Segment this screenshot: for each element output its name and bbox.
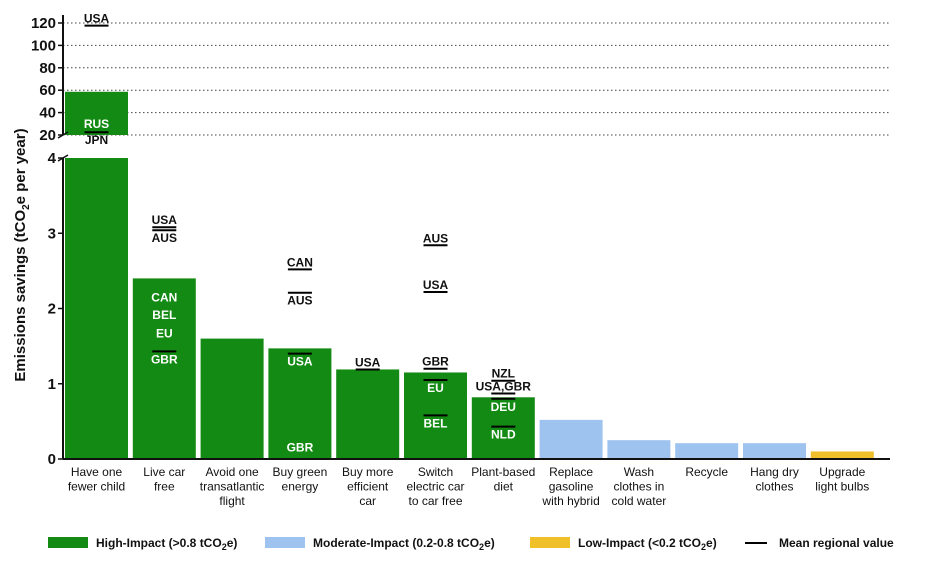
regional-mean-label: CAN — [151, 291, 177, 305]
bar — [675, 443, 739, 459]
legend-item-low: Low-Impact (<0.2 tCO2e) — [530, 536, 717, 552]
legend-swatch — [530, 537, 570, 548]
regional-mean-label: USA — [84, 12, 110, 26]
regional-mean-label: AUS — [287, 294, 312, 308]
regional-mean-label: DEU — [491, 400, 516, 414]
y-tick-label: 2 — [48, 301, 56, 318]
legend-label: High-Impact (>0.8 tCO2e) — [96, 536, 237, 552]
bar — [810, 451, 874, 459]
bar — [471, 397, 535, 459]
legend-label: Moderate-Impact (0.2-0.8 tCO2e) — [313, 536, 495, 552]
regional-mean-label: USA — [355, 355, 381, 369]
category-label: Buy green energy — [273, 465, 328, 494]
bar — [539, 419, 603, 459]
regional-mean-label: AUS — [152, 231, 177, 245]
category-label: Live car free — [143, 465, 185, 494]
category-label: Plant-based diet — [471, 465, 535, 494]
bar — [65, 158, 128, 459]
regional-mean-label: GBR — [422, 355, 449, 369]
bar — [65, 91, 128, 135]
category-label: Upgrade light bulbs — [815, 465, 869, 494]
y-tick-label: 20 — [39, 127, 56, 144]
y-tick-label: 60 — [39, 82, 56, 99]
y-tick-label: 4 — [48, 150, 57, 167]
category-label-layer: Have one fewer child Live car free Avoid one… — [68, 465, 870, 508]
legend-item-high: High-Impact (>0.8 tCO2e) — [48, 536, 237, 552]
regional-mean-label: BEL — [424, 416, 448, 430]
category-label: Buy more efficient car — [342, 465, 394, 508]
bar — [336, 369, 400, 459]
regional-mean-label: RUS — [84, 117, 109, 131]
legend-swatch — [48, 537, 88, 548]
category-label: Wash clothes in cold water — [612, 465, 667, 508]
regional-mean-label: AUS — [423, 231, 448, 245]
axis-layer: 20 40 60 80 100 120 0 1 2 3 4 — [31, 15, 890, 468]
axis-break-mark — [57, 154, 69, 162]
regional-mean-label: BEL — [152, 308, 176, 322]
regional-mean-label: EU — [156, 327, 173, 341]
legend-label: Low-Impact (<0.2 tCO2e) — [578, 536, 717, 552]
regional-mean-label: GBR — [287, 440, 314, 454]
grid-layer — [63, 22, 890, 136]
y-tick-label: 1 — [48, 376, 56, 393]
y-tick-label: 120 — [31, 15, 56, 32]
category-label: Replace gasoline with hybrid — [541, 465, 599, 508]
bar — [132, 278, 196, 459]
regional-mean-label: USA — [152, 213, 178, 227]
regional-mean-label: NLD — [491, 428, 516, 442]
bar — [200, 338, 264, 459]
bar — [268, 348, 332, 459]
bar-layer — [65, 91, 874, 459]
legend-swatch — [265, 537, 305, 548]
category-label: Switch electric car to car free — [406, 465, 464, 508]
regional-mean-label: NZL — [492, 367, 515, 381]
y-tick-label: 3 — [48, 225, 56, 242]
regional-mean-label: USA — [423, 278, 449, 292]
regional-mean-label: GBR — [151, 352, 178, 366]
bar — [743, 443, 806, 459]
y-tick-label: 0 — [48, 451, 56, 468]
regional-mean-label: USA,GBR — [476, 380, 532, 394]
y-tick-label: 40 — [39, 105, 56, 122]
y-tick-label: 100 — [31, 37, 56, 54]
y-axis-title: Emissions savings (tCO2e per year) — [12, 128, 32, 381]
bar — [607, 440, 671, 459]
legend-label: Mean regional value — [779, 536, 894, 550]
category-label: Have one fewer child — [68, 465, 125, 494]
axis-break-mark — [57, 131, 69, 139]
regional-mean-label: JPN — [85, 133, 108, 147]
regional-mean-layer: USA RUS JPN USA AUS CAN BEL EU GBR CAN AUS USA GBR US… — [84, 12, 531, 455]
legend-item-mean: Mean regional value — [745, 536, 894, 550]
regional-mean-label: CAN — [287, 255, 313, 269]
category-label: Recycle — [685, 465, 728, 479]
legend: High-Impact (>0.8 tCO2e) Moderate-Impact … — [48, 536, 894, 552]
regional-mean-label: EU — [427, 381, 444, 395]
regional-mean-label: USA — [287, 355, 313, 369]
category-label: Avoid one transatlantic flight — [200, 465, 265, 508]
category-label: Hang dry clothes — [750, 465, 799, 494]
y-tick-label: 80 — [39, 60, 56, 77]
legend-item-moderate: Moderate-Impact (0.2-0.8 tCO2e) — [265, 536, 495, 552]
